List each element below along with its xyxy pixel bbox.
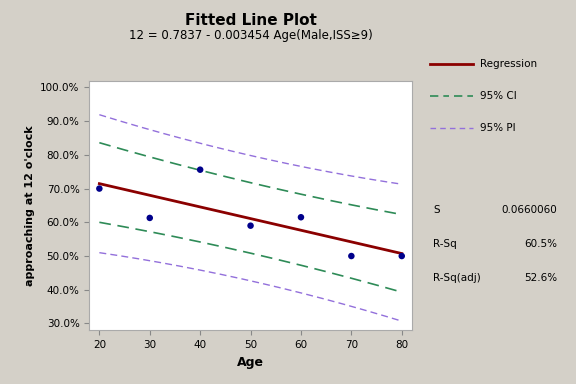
Point xyxy=(246,223,255,229)
Point xyxy=(94,185,104,192)
X-axis label: Age: Age xyxy=(237,356,264,369)
Text: 95% PI: 95% PI xyxy=(480,123,516,133)
Point xyxy=(145,215,154,221)
Text: R-Sq(adj): R-Sq(adj) xyxy=(433,273,481,283)
Text: Fitted Line Plot: Fitted Line Plot xyxy=(185,13,316,28)
Point xyxy=(347,253,356,259)
Y-axis label: approaching at 12 o'clock: approaching at 12 o'clock xyxy=(25,125,35,286)
Point xyxy=(297,214,306,220)
Text: R-Sq: R-Sq xyxy=(433,239,457,249)
Text: S: S xyxy=(433,205,440,215)
Text: 60.5%: 60.5% xyxy=(524,239,558,249)
Point xyxy=(397,253,407,259)
Point xyxy=(196,167,205,173)
Text: 52.6%: 52.6% xyxy=(524,273,558,283)
Text: Regression: Regression xyxy=(480,59,537,69)
Text: 95% CI: 95% CI xyxy=(480,91,517,101)
Text: 0.0660060: 0.0660060 xyxy=(502,205,558,215)
Text: 12 = 0.7837 - 0.003454 Age(Male,ISS≥9): 12 = 0.7837 - 0.003454 Age(Male,ISS≥9) xyxy=(128,29,373,42)
